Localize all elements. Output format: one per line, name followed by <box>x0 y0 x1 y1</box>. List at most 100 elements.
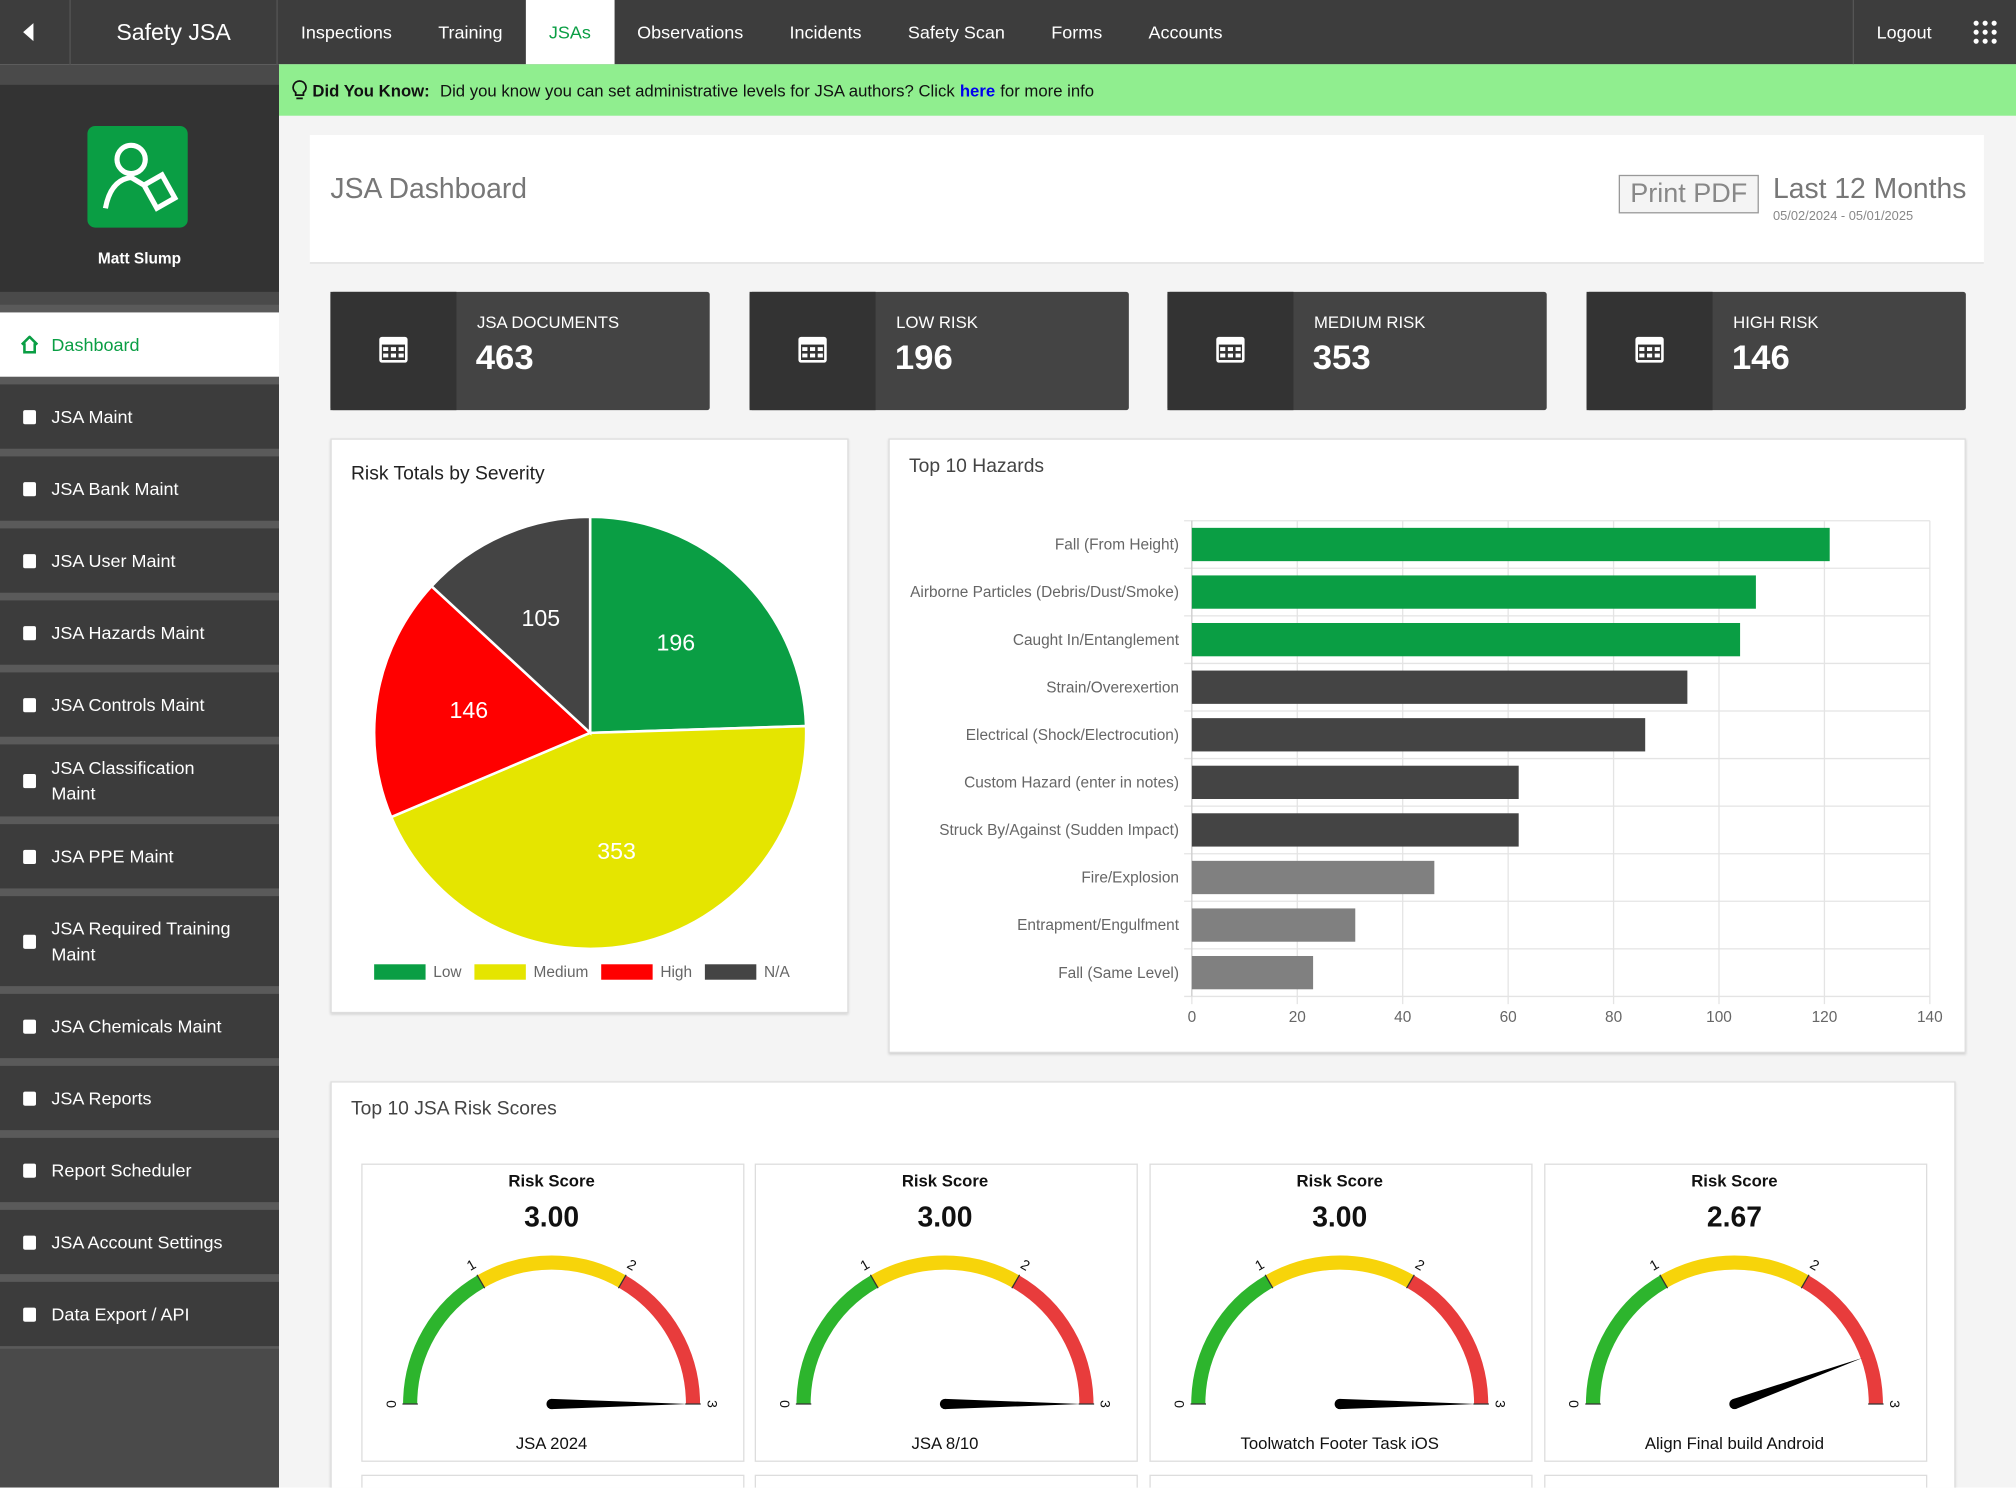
card-value: 196 <box>894 338 953 377</box>
card-label: MEDIUM RISK <box>1313 312 1426 332</box>
top-bar <box>0 0 2016 65</box>
calendar-day <box>809 347 816 351</box>
item-icon <box>23 1307 36 1322</box>
menu-label: Report Scheduler <box>51 1159 192 1181</box>
item-icon <box>23 1163 36 1178</box>
side-menu-item[interactable]: Dashboard <box>0 312 279 377</box>
back-arrow <box>23 23 34 42</box>
item-icon <box>23 773 36 789</box>
side-menu-item[interactable]: JSA Controls Maint <box>0 672 279 737</box>
calendar-cut <box>381 344 405 360</box>
calendar-day <box>383 353 389 358</box>
menu-icon <box>23 849 36 864</box>
menu-label: Data Export / API <box>51 1303 190 1325</box>
calendar-day <box>1646 347 1653 351</box>
side-menu-item[interactable]: JSA Hazards Maint <box>0 600 279 665</box>
side-menu-item[interactable]: JSA Chemicals Maint <box>0 993 279 1059</box>
menu-icon <box>23 1091 36 1106</box>
menu-icon <box>20 335 39 354</box>
back-button[interactable] <box>0 0 71 65</box>
item-icon <box>23 626 36 641</box>
nav-tab[interactable]: Inspections <box>300 21 392 43</box>
range-label: Last 12 Months <box>1772 172 1967 205</box>
menu-icon <box>23 698 36 713</box>
apps-button[interactable] <box>1954 0 2016 64</box>
side-menu-item[interactable]: JSA Bank Maint <box>0 456 279 521</box>
side-menu-item[interactable]: JSA User Maint <box>0 528 279 593</box>
gauge-card <box>754 1474 1138 1488</box>
side-menu-item[interactable]: Report Scheduler <box>0 1137 279 1203</box>
pie-panel <box>330 438 849 1014</box>
side-menu-item[interactable]: JSA Reports <box>0 1065 279 1131</box>
apps-dot <box>1982 20 1988 26</box>
menu-label: JSA Reports <box>51 1087 152 1109</box>
menu-label: JSA Bank Maint <box>51 478 179 499</box>
card-label: LOW RISK <box>896 312 978 332</box>
apps-dot <box>1991 29 1997 35</box>
apps-dot <box>1973 38 1979 44</box>
logout[interactable]: Logout <box>1852 0 1955 65</box>
side-menu-item[interactable]: JSA Required Training Maint <box>0 896 279 987</box>
side-menu-item[interactable]: JSA Classification Maint <box>0 744 279 817</box>
bar-title: Top 10 Hazards <box>908 455 1045 477</box>
brand: Safety JSA <box>71 0 278 65</box>
bulb <box>292 80 307 97</box>
user-name: Matt Slump <box>97 249 182 268</box>
apps-dot <box>1973 20 1979 26</box>
card-icon-box <box>330 291 457 411</box>
calendar-day <box>809 353 816 358</box>
menu-label: JSA Hazards Maint <box>51 622 205 643</box>
calendar-day <box>398 347 404 351</box>
nav-tab[interactable]: Safety Scan <box>907 21 1005 43</box>
card-icon-box <box>749 291 876 411</box>
avatar <box>87 125 188 228</box>
side-menu-item[interactable]: JSA PPE Maint <box>0 824 279 889</box>
menu-icon <box>23 554 36 569</box>
card-icon <box>1635 336 1664 363</box>
calendar-day <box>1220 347 1226 351</box>
menu-icon <box>23 410 36 425</box>
stat-card: JSA DOCUMENTS 463 <box>330 291 710 411</box>
gauge-card <box>361 1474 745 1488</box>
item-icon <box>23 934 36 949</box>
calendar-day <box>1646 353 1653 358</box>
item-icon <box>23 1235 36 1250</box>
nav-tab[interactable]: Accounts <box>1148 21 1223 43</box>
tip-link[interactable]: here <box>959 80 996 100</box>
dashboard-title: JSA Dashboard <box>330 172 527 205</box>
calendar-day <box>1235 347 1241 351</box>
card-icon-box <box>1167 291 1294 411</box>
card-icon <box>798 336 827 363</box>
calendar-day <box>1220 353 1226 358</box>
gauge-card <box>754 1163 1138 1462</box>
item-icon <box>23 849 36 864</box>
nav-tab[interactable]: Forms <box>1051 21 1103 43</box>
calendar-day <box>802 347 808 351</box>
print-pdf[interactable]: Print PDF <box>1618 174 1759 214</box>
calendar-day <box>1639 347 1645 351</box>
gauge-title: Top 10 JSA Risk Scores <box>350 1097 557 1120</box>
card-value: 353 <box>1312 338 1371 377</box>
menu-label: JSA PPE Maint <box>51 845 174 867</box>
side-menu-item[interactable]: JSA Maint <box>0 384 279 449</box>
side-menu-item[interactable]: Data Export / API <box>0 1281 279 1347</box>
bar-panel <box>888 438 1966 1053</box>
nav-tab[interactable]: Observations <box>637 21 744 43</box>
apps-icon <box>1973 20 1997 44</box>
nav-tab[interactable]: JSAs <box>525 0 615 65</box>
calendar-cut <box>1637 344 1662 360</box>
apps-dot <box>1973 29 1979 35</box>
gauge-card <box>361 1163 745 1462</box>
calendar-day <box>817 347 823 351</box>
side-menu-item[interactable]: JSA Account Settings <box>0 1209 279 1275</box>
calendar-day <box>802 353 808 358</box>
item-icon <box>23 410 36 425</box>
menu-label: JSA Maint <box>51 406 133 427</box>
card-label: HIGH RISK <box>1733 312 1819 332</box>
nav-tab[interactable]: Incidents <box>789 21 862 43</box>
menu-icon <box>23 1235 36 1250</box>
item-icon <box>23 482 36 497</box>
avatar-head <box>114 142 148 177</box>
nav-tab[interactable]: Training <box>438 21 503 43</box>
